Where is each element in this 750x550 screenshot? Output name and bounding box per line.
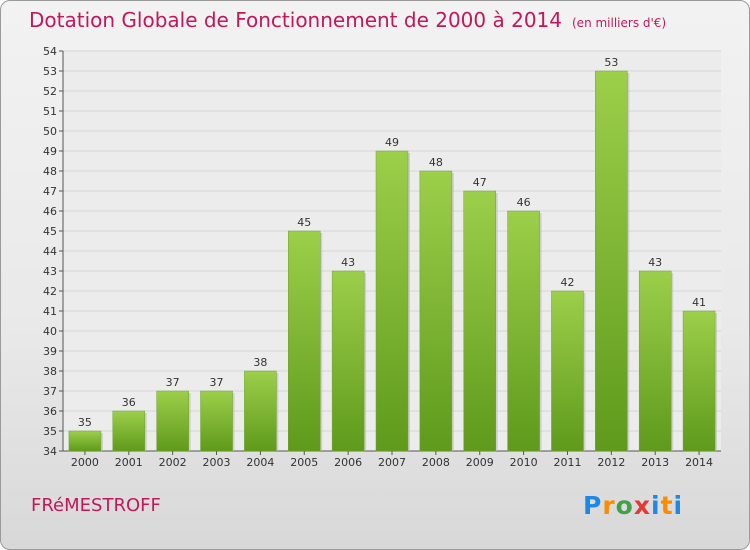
bar-2010 (507, 210, 540, 452)
y-tick-label: 53 (43, 65, 57, 78)
chart-title: Dotation Globale de Fonctionnement de 20… (29, 8, 666, 32)
bar-2009 (463, 190, 496, 452)
x-tick-label: 2013 (641, 456, 669, 469)
x-tick-label: 2006 (334, 456, 362, 469)
commune-name: FRéMESTROFF (31, 495, 161, 516)
bar-2008 (419, 170, 453, 452)
x-tick-label: 2010 (510, 456, 538, 469)
y-tick-label: 34 (43, 445, 57, 458)
x-tick-label: 2003 (203, 456, 231, 469)
bar-2007 (375, 150, 409, 452)
x-tick-label: 2004 (246, 456, 274, 469)
x-tick-label: 2005 (290, 456, 318, 469)
y-tick-label: 38 (43, 365, 57, 378)
logo-letter: o (615, 491, 634, 520)
x-tick-label: 2009 (466, 456, 494, 469)
bar-value-label: 49 (385, 136, 399, 149)
bar-value-label: 45 (297, 216, 311, 229)
bar-value-label: 37 (166, 376, 180, 389)
y-tick-label: 50 (43, 125, 57, 138)
x-tick-label: 2002 (159, 456, 187, 469)
bar-2002 (156, 390, 189, 452)
bar-2000 (68, 430, 102, 452)
y-tick-label: 41 (43, 305, 57, 318)
bar-value-label: 43 (341, 256, 355, 269)
axis-layer: 34 35 36 37 38 39 40 41 42 43 44 45 46 47 48 49 50 51 52 53… (43, 45, 721, 458)
x-tick-label: 2000 (71, 456, 99, 469)
y-tick-label: 54 (43, 45, 57, 58)
bar-2014 (682, 310, 716, 452)
y-tick-label: 36 (43, 405, 57, 418)
bar-2011 (551, 290, 584, 452)
y-tick-label: 47 (43, 185, 57, 198)
bar-2013 (638, 270, 672, 452)
x-tick-label: 2001 (115, 456, 143, 469)
y-tick-label: 35 (43, 425, 57, 438)
chart-title-unit: (en milliers d'€) (572, 16, 667, 30)
bar-value-label: 38 (253, 356, 267, 369)
y-tick-label: 39 (43, 345, 57, 358)
logo-letter: r (602, 491, 616, 520)
bars-layer (68, 70, 718, 452)
y-tick-label: 49 (43, 145, 57, 158)
y-tick-label: 51 (43, 105, 57, 118)
y-tick-label: 40 (43, 325, 57, 338)
bar-2003 (200, 390, 233, 452)
x-tick-label: 2007 (378, 456, 406, 469)
logo-letter: t (660, 491, 674, 520)
x-tick-label: 2008 (422, 456, 450, 469)
y-tick-label: 46 (43, 205, 57, 218)
logo-letter: x (633, 491, 651, 520)
bar-value-label: 53 (604, 56, 618, 69)
bar-value-label: 41 (692, 296, 706, 309)
y-tick-label: 52 (43, 85, 57, 98)
x-tick-label: 2012 (597, 456, 625, 469)
x-tick-label: 2014 (685, 456, 713, 469)
logo-letter: i (673, 491, 684, 520)
y-tick-label: 44 (43, 245, 57, 258)
proxiti-logo[interactable]: Proxiti (583, 491, 683, 520)
y-tick-label: 37 (43, 385, 57, 398)
bar-value-label: 37 (210, 376, 224, 389)
bar-value-label: 36 (122, 396, 136, 409)
bar-value-label: 47 (473, 176, 487, 189)
labels-layer: 35 2000 36 2001 37 2002 37 2003 38 2004 45 2005 43 20… (71, 56, 713, 469)
bar-2006 (331, 270, 365, 452)
bar-2012 (595, 70, 628, 452)
y-tick-label: 42 (43, 285, 57, 298)
y-tick-label: 43 (43, 265, 57, 278)
logo-letter: i (651, 491, 661, 520)
bar-2001 (112, 410, 146, 452)
bar-value-label: 48 (429, 156, 443, 169)
bar-value-label: 42 (560, 276, 574, 289)
bar-value-label: 35 (78, 416, 92, 429)
bar-2004 (244, 370, 277, 452)
y-tick-label: 48 (43, 165, 57, 178)
bar-value-label: 46 (517, 196, 531, 209)
x-tick-label: 2011 (553, 456, 581, 469)
bar-2005 (288, 230, 321, 452)
logo-letter: P (583, 491, 603, 520)
chart-title-main: Dotation Globale de Fonctionnement de 20… (29, 8, 562, 32)
bar-value-label: 43 (648, 256, 662, 269)
y-tick-label: 45 (43, 225, 57, 238)
